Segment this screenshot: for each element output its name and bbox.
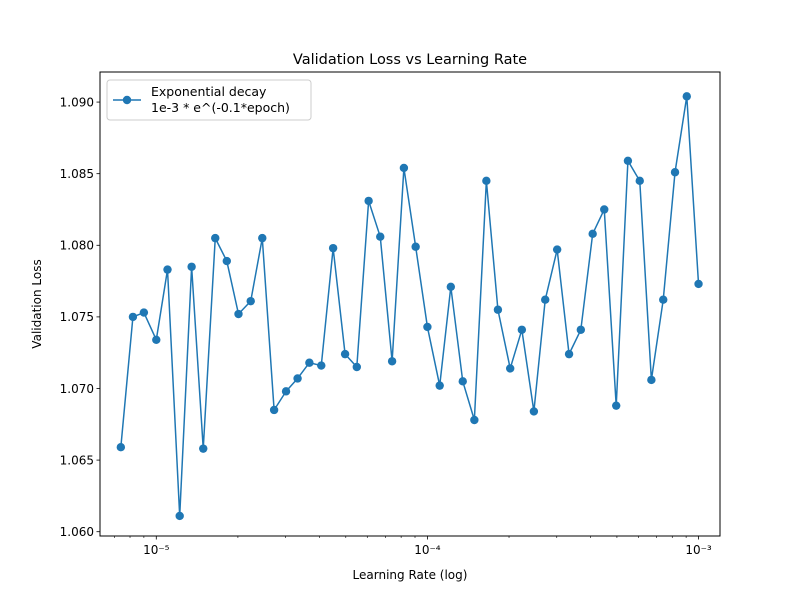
data-point	[387, 357, 397, 366]
legend-entry-line: Exponential decay	[151, 84, 267, 99]
data-point	[246, 296, 255, 306]
y-tick-label: 1.090	[60, 95, 94, 109]
data-point	[635, 176, 644, 186]
data-point	[187, 262, 196, 271]
data-point	[222, 256, 231, 266]
data-point	[139, 308, 149, 317]
data-point	[163, 265, 172, 274]
data-point	[328, 243, 338, 253]
legend-entry-label: Exponential decay 1e-3 * e^(-0.1*epoch)	[151, 84, 290, 115]
data-point	[600, 205, 609, 214]
data-point	[670, 168, 680, 177]
data-point	[694, 279, 703, 289]
data-point	[682, 92, 691, 101]
data-point	[376, 232, 385, 241]
data-point	[352, 362, 361, 372]
data-point	[211, 233, 220, 243]
data-point	[659, 295, 668, 304]
y-axis-label: Validation Loss	[30, 259, 44, 348]
data-point	[293, 374, 302, 383]
data-point	[175, 511, 184, 521]
data-point	[128, 312, 138, 322]
legend-entry-line: 1e-3 * e^(-0.1*epoch)	[151, 100, 290, 115]
data-point	[647, 375, 656, 385]
x-tick-label: 10⁻⁴	[414, 543, 441, 557]
data-point	[612, 401, 621, 410]
data-point	[234, 309, 243, 319]
data-point	[576, 325, 586, 334]
data-point	[269, 405, 279, 415]
y-tick-label: 1.070	[60, 382, 94, 396]
axis-ticks: 1.060 1.065 1.070 1.075 1.080 1.085 1.090 10⁻⁵ 1…	[60, 95, 712, 557]
data-point	[281, 387, 291, 396]
data-point	[506, 364, 515, 373]
y-tick-label: 1.075	[60, 310, 94, 324]
chart-title: Validation Loss vs Learning Rate	[293, 52, 527, 68]
data-point	[482, 176, 491, 186]
data-point	[470, 415, 479, 425]
data-point	[517, 325, 527, 334]
data-point	[623, 156, 633, 165]
data-point	[529, 407, 539, 416]
data-point	[458, 377, 467, 386]
data-point	[364, 196, 373, 206]
y-tick-label: 1.080	[60, 239, 94, 253]
data-point	[152, 335, 161, 344]
plot-area	[116, 92, 703, 521]
data-point	[340, 349, 350, 359]
data-point	[588, 229, 597, 239]
data-point	[446, 282, 456, 292]
data-point	[411, 242, 420, 251]
data-point	[116, 443, 126, 452]
data-point	[305, 358, 314, 367]
data-point	[493, 305, 503, 314]
data-point	[541, 295, 550, 304]
data-point	[564, 349, 574, 359]
data-point	[199, 444, 208, 453]
y-tick-label: 1.060	[60, 525, 94, 539]
data-point	[399, 163, 409, 173]
series-line	[120, 95, 700, 517]
legend-marker-swatch	[122, 95, 132, 105]
x-axis-label: Learning Rate (log)	[353, 568, 468, 582]
plot-frame	[99, 71, 721, 537]
data-point	[258, 233, 267, 243]
x-tick-label: 10⁻³	[685, 543, 712, 557]
data-point	[435, 381, 444, 390]
data-point	[317, 361, 326, 370]
legend-box	[106, 79, 312, 121]
data-point	[423, 322, 432, 332]
legend: Exponential decay 1e-3 * e^(-0.1*epoch)	[106, 79, 312, 121]
y-tick-label: 1.085	[60, 167, 94, 181]
y-tick-label: 1.065	[60, 453, 94, 467]
x-tick-label: 10⁻⁵	[143, 543, 170, 557]
data-point	[552, 245, 562, 254]
